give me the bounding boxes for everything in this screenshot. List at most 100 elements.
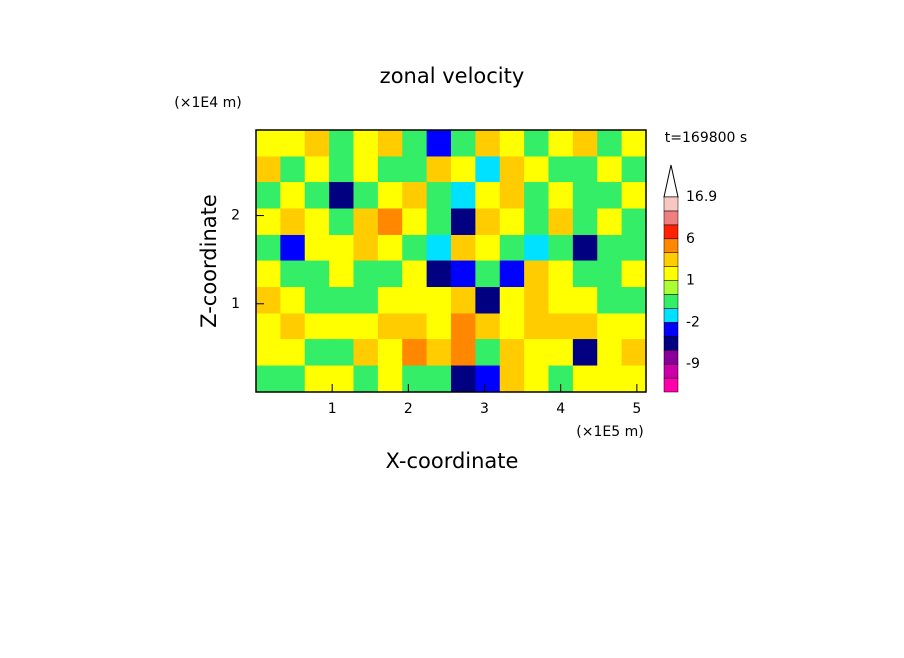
field-cell [304, 234, 330, 262]
field-cell [280, 182, 306, 210]
field-cell [377, 260, 403, 288]
field-cell [304, 156, 330, 184]
field-cell [451, 287, 476, 314]
field-cell [524, 260, 549, 288]
field-cell [475, 287, 501, 314]
field-cell [426, 208, 452, 236]
field-cell [256, 182, 281, 210]
field-cell [256, 313, 281, 341]
field-cell [329, 365, 354, 393]
field-cell [451, 182, 476, 210]
field-cell [402, 365, 428, 393]
field-cell [451, 339, 476, 367]
field-cell [329, 130, 354, 157]
field-cell [377, 313, 403, 341]
field-cell [256, 287, 281, 314]
field-cell [524, 234, 549, 262]
field-cell [304, 208, 330, 236]
field-cell [256, 339, 281, 367]
field-cell [499, 208, 525, 236]
colorbar-segment [663, 349, 679, 365]
field-cell [304, 339, 330, 367]
field-cell [426, 260, 452, 288]
colorbar: -9 -2 1 6 16.9 [663, 189, 717, 393]
field-cell [256, 130, 281, 157]
field-cell [329, 208, 354, 236]
field-cell [304, 313, 330, 341]
field-cell [499, 234, 525, 262]
field-cell [572, 287, 598, 314]
y-tick-label: 2 [231, 208, 240, 224]
field-cell [402, 208, 428, 236]
field-cell [621, 208, 647, 236]
colorbar-segment [663, 280, 679, 295]
field-cell [280, 287, 306, 314]
field-cell [329, 260, 354, 288]
colorbar-segment [663, 224, 679, 240]
colorbar-tick-label: 1 [686, 273, 695, 289]
field-cell [377, 287, 403, 314]
field-cell [597, 287, 623, 314]
field-cell [524, 313, 549, 341]
field-cell [402, 182, 428, 210]
colorbar-extend [663, 164, 679, 198]
field-cell [353, 365, 379, 393]
field-cell [621, 287, 647, 314]
field-cell [499, 156, 525, 184]
field-cell [377, 182, 403, 210]
field-cell [451, 156, 476, 184]
field-cell [572, 365, 598, 393]
field-cell [499, 130, 525, 157]
field-cell [256, 260, 281, 288]
field-cell [451, 260, 476, 288]
field-cell [329, 313, 354, 341]
colorbar-segment [663, 308, 679, 323]
field-cell [475, 339, 501, 367]
field-cell [451, 313, 476, 341]
field-cell [572, 234, 598, 262]
field-cell [572, 313, 598, 341]
x-axis-label: X-coordinate [386, 449, 519, 473]
field-cell [597, 208, 623, 236]
field-cell [402, 260, 428, 288]
axes: 1 2 3 4 5 1 2 [231, 208, 641, 417]
field-cell [597, 130, 623, 157]
field-cell [548, 313, 574, 341]
field-cell [548, 260, 574, 288]
field-cell [524, 182, 549, 210]
field-cell [402, 339, 428, 367]
field-cell [426, 287, 452, 314]
field-cell [499, 287, 525, 314]
field-cell [597, 234, 623, 262]
field-cell [548, 339, 574, 367]
field-cell [353, 130, 379, 157]
colorbar-segment [663, 266, 679, 281]
field-cell [377, 365, 403, 393]
field-cell [597, 182, 623, 210]
time-annotation: t=169800 s [665, 130, 747, 146]
field-cell [426, 339, 452, 367]
colorbar-segment [663, 322, 679, 337]
field-cell [451, 365, 476, 393]
colorbar-segment [663, 238, 679, 253]
x-tick-label: 1 [328, 401, 337, 417]
field-cell [353, 260, 379, 288]
field-cell [426, 182, 452, 210]
field-cell [475, 130, 501, 157]
field-cell [377, 156, 403, 184]
field-cell [280, 208, 306, 236]
field-cell [426, 130, 452, 157]
field-cell [548, 182, 574, 210]
field-cell [548, 234, 574, 262]
colorbar-segment [663, 377, 679, 393]
field-cell [499, 182, 525, 210]
field-cell [280, 260, 306, 288]
field-cell [524, 130, 549, 157]
field-cell [499, 313, 525, 341]
field-cell [280, 156, 306, 184]
field-cell [329, 339, 354, 367]
field-cell [451, 208, 476, 236]
colorbar-segment [663, 294, 679, 309]
colorbar-tick-label: 16.9 [686, 189, 717, 205]
